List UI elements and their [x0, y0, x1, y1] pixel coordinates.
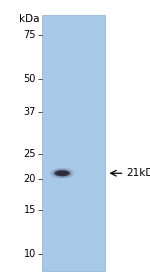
Bar	[42, 15, 105, 271]
Text: 75: 75	[24, 30, 36, 40]
Text: kDa: kDa	[18, 14, 39, 24]
Ellipse shape	[52, 169, 73, 178]
Text: 37: 37	[24, 107, 36, 117]
Text: 15: 15	[24, 205, 36, 215]
Text: 20: 20	[24, 174, 36, 184]
Ellipse shape	[61, 173, 63, 174]
Text: 50: 50	[24, 74, 36, 84]
Ellipse shape	[58, 171, 66, 175]
Ellipse shape	[54, 170, 70, 177]
Text: 10: 10	[24, 249, 36, 259]
Ellipse shape	[53, 169, 71, 177]
Ellipse shape	[57, 171, 68, 176]
Ellipse shape	[50, 168, 74, 178]
Ellipse shape	[54, 170, 70, 176]
Ellipse shape	[56, 170, 69, 176]
Text: 25: 25	[24, 149, 36, 159]
Text: 21kDa: 21kDa	[126, 168, 150, 178]
Ellipse shape	[60, 172, 65, 175]
